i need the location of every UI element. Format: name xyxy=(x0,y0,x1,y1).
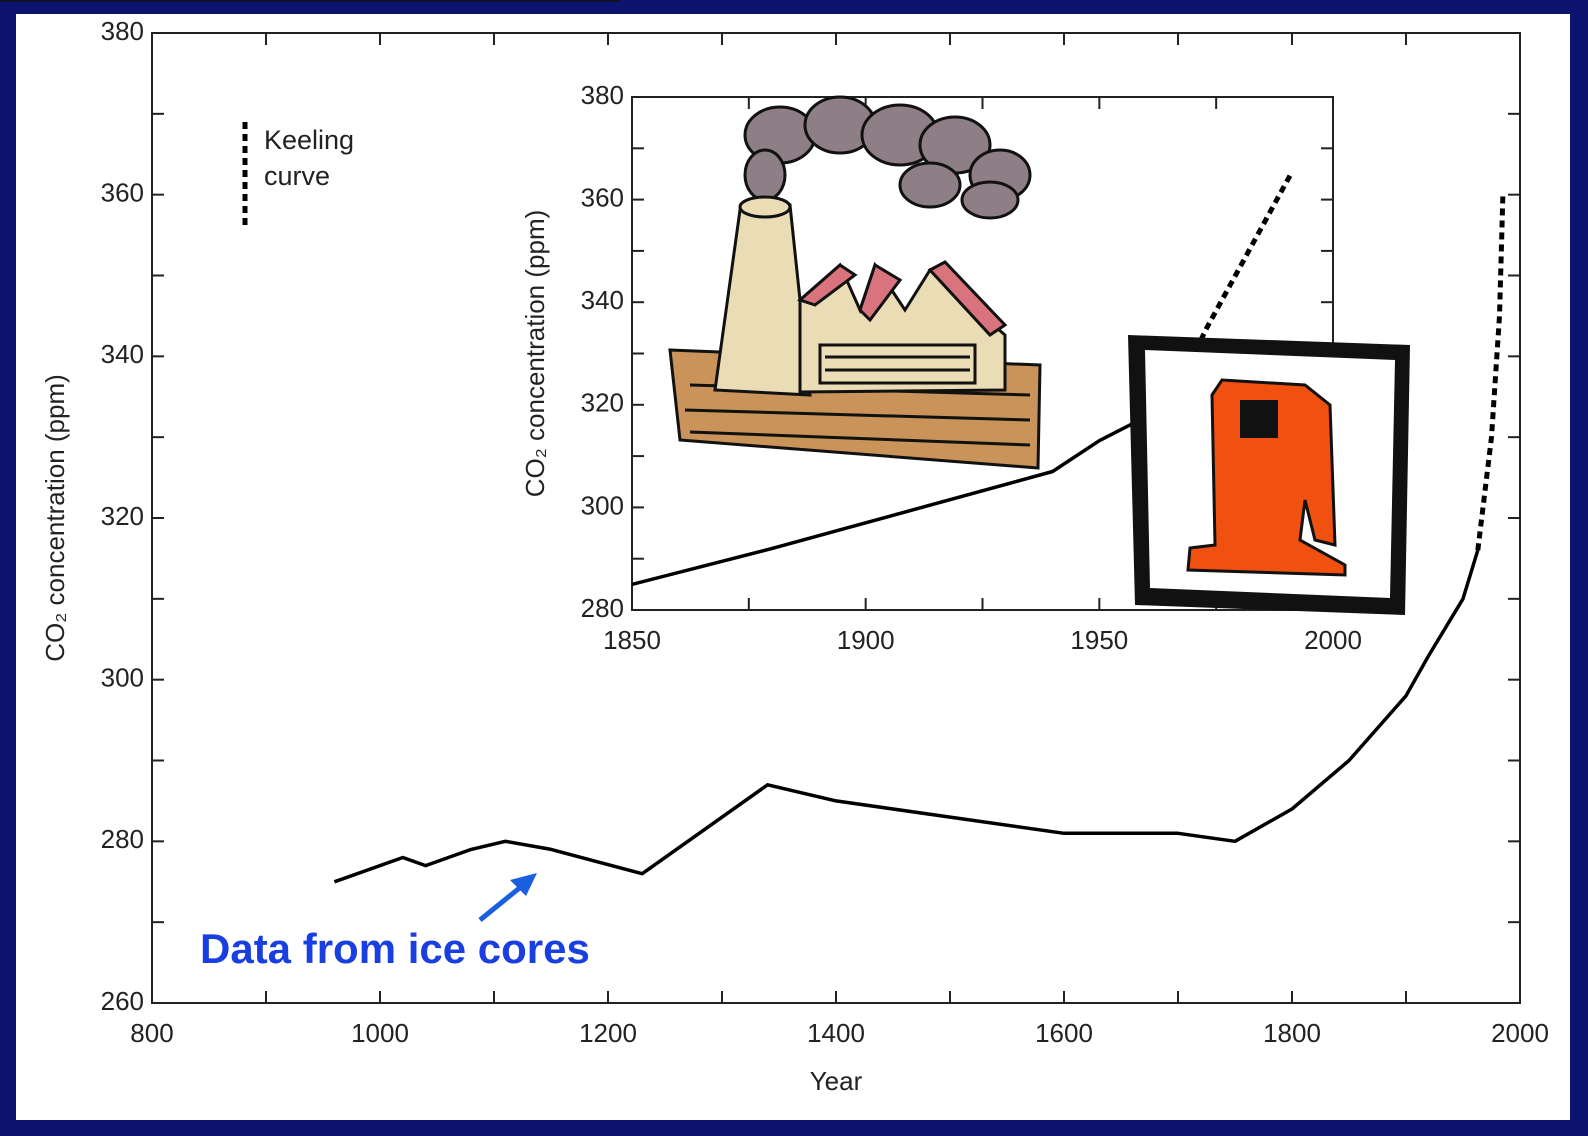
y-axis-label: CO₂ concentration (ppm) xyxy=(520,210,550,498)
x-tick-label: 2000 xyxy=(1304,625,1362,655)
annotation: Data from ice cores xyxy=(200,925,590,973)
y-tick-label: 360 xyxy=(101,178,144,208)
y-tick-label: 280 xyxy=(101,824,144,854)
x-tick-label: 800 xyxy=(130,1018,173,1048)
legend-label: Keeling curve xyxy=(264,122,374,194)
y-tick-label: 280 xyxy=(581,593,624,623)
x-tick-label: 1600 xyxy=(1035,1018,1093,1048)
y-tick-label: 340 xyxy=(101,339,144,369)
y-tick-label: 340 xyxy=(581,285,624,315)
y-tick-label: 320 xyxy=(581,388,624,418)
x-tick-label: 1200 xyxy=(579,1018,637,1048)
y-tick-label: 320 xyxy=(101,501,144,531)
y-axis-label: CO₂ concentration (ppm) xyxy=(40,374,70,662)
slide: 260 280 300 320 340 360 380 800 1000 1200 1400 1600… xyxy=(0,0,1588,1136)
x-tick-label: 1950 xyxy=(1070,625,1128,655)
x-tick-label: 1800 xyxy=(1263,1018,1321,1048)
x-tick-label: 1900 xyxy=(837,625,895,655)
x-tick-label: 2000 xyxy=(1491,1018,1549,1048)
gas-pump-icon xyxy=(1128,335,1410,615)
y-tick-label: 300 xyxy=(101,663,144,693)
y-tick-label: 260 xyxy=(101,986,144,1016)
x-tick-label: 1850 xyxy=(603,625,661,655)
x-tick-label: 1000 xyxy=(351,1018,409,1048)
x-axis-label: Year xyxy=(810,1066,863,1096)
y-tick-label: 380 xyxy=(581,80,624,110)
y-tick-label: 300 xyxy=(581,490,624,520)
y-tick-label: 360 xyxy=(581,182,624,212)
x-tick-label: 1400 xyxy=(807,1018,865,1048)
y-tick-label: 380 xyxy=(101,16,144,46)
